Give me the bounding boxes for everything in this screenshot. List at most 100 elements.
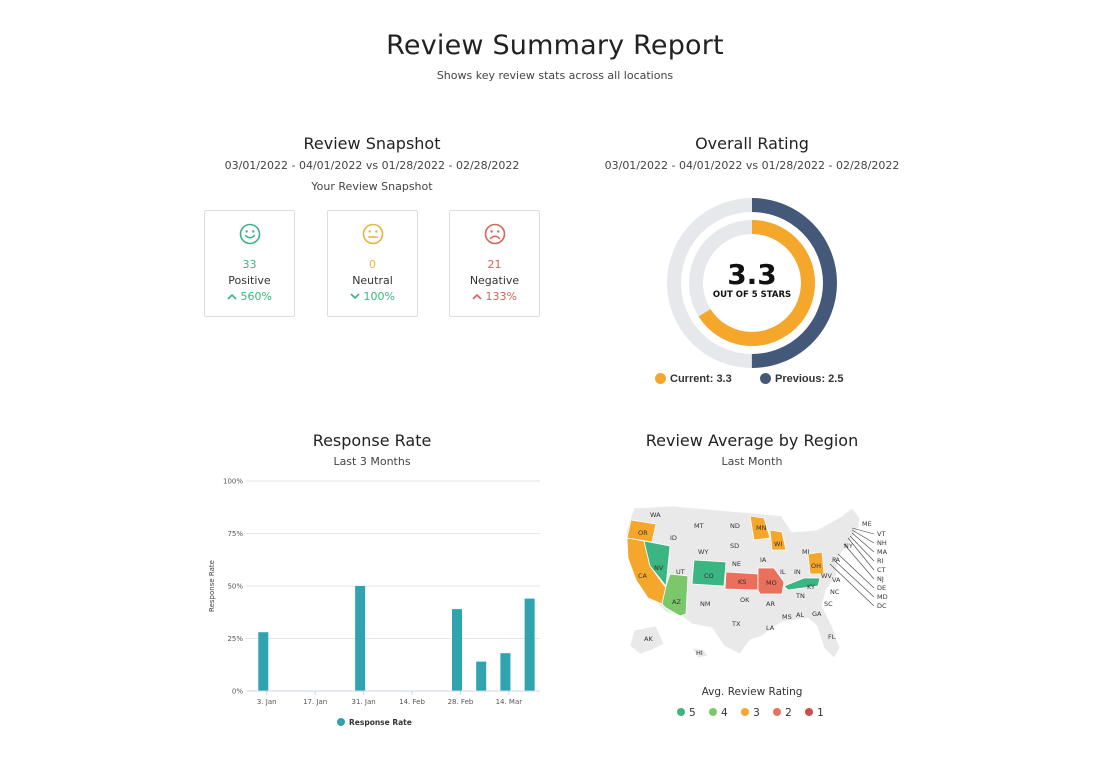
state-mn[interactable] (749, 515, 771, 541)
y-tick-label: 100% (223, 478, 243, 486)
response-rate-bar[interactable] (451, 609, 462, 691)
state-label: FL (828, 633, 836, 641)
rating-2-dot-icon (773, 708, 782, 716)
positive-card: 33 Positive 560% (204, 210, 295, 317)
y-axis-label: Response Rate (208, 560, 216, 612)
page-subtitle: Shows key review stats across all locati… (436, 69, 674, 82)
state-label: OK (740, 596, 750, 604)
rating-donut: 3.3 OUT OF 5 STARS (667, 198, 837, 368)
state-oh[interactable] (807, 551, 825, 575)
legend-previous: Previous: 2.5 (760, 373, 843, 385)
legend-current: Current: 3.3 (655, 373, 732, 385)
state-label: SD (730, 542, 739, 550)
positive-count: 33 (242, 258, 257, 271)
current-dot-icon (655, 373, 666, 384)
response-rate-bar[interactable] (258, 632, 269, 691)
state-ky[interactable] (783, 577, 821, 591)
state-label: MO (766, 579, 777, 587)
state-label: NY (844, 542, 853, 550)
y-tick-label: 25% (227, 635, 243, 643)
state-label: AZ (672, 598, 681, 606)
state-label: MA (877, 548, 888, 556)
state-label: WA (650, 511, 661, 519)
previous-legend-label: Previous: 2.5 (775, 373, 844, 385)
state-az[interactable] (661, 573, 689, 617)
chevron-up-icon (227, 293, 237, 300)
snapshot-date-range: 03/01/2022 - 04/01/2022 vs 01/28/2022 - … (224, 159, 520, 172)
neutral-count: 0 (369, 258, 376, 271)
state-label: ID (670, 534, 677, 542)
chevron-down-icon (350, 293, 360, 300)
state-label: DE (877, 584, 886, 592)
smile-icon (239, 223, 261, 245)
state-label: NJ (877, 575, 884, 583)
state-label: ME (862, 520, 872, 528)
state-label: NE (732, 560, 741, 568)
page-title: Review Summary Report (386, 30, 724, 61)
legend-item-3[interactable]: 3 (741, 707, 760, 719)
state-label: WV (821, 572, 832, 580)
positive-change-value: 560% (240, 290, 272, 303)
response-rate-subtitle: Last 3 Months (333, 455, 411, 468)
response-rate-legend[interactable]: Response Rate (349, 718, 412, 727)
rating-1-dot-icon (805, 708, 814, 716)
state-label: IA (760, 556, 767, 564)
neutral-label: Neutral (352, 274, 393, 287)
previous-rating-arc (667, 198, 837, 368)
response-rate-chart: 0% 25% 50% 75% 100% 3. Jan 17. Jan 31. Jan 14. … (208, 478, 540, 727)
state-label: VT (877, 530, 885, 538)
neutral-change-value: 100% (363, 290, 395, 303)
x-tick-label: 14. Feb (399, 698, 425, 706)
state-label: WY (698, 548, 708, 556)
response-rate-bar[interactable] (524, 598, 535, 691)
region-subtitle: Last Month (721, 455, 783, 468)
legend-item-1[interactable]: 1 (805, 707, 824, 719)
state-label: MD (877, 593, 888, 601)
state-label: AR (766, 600, 775, 608)
negative-card: 21 Negative 133% (449, 210, 540, 317)
state-wi[interactable] (769, 529, 787, 551)
state-label: RI (877, 557, 884, 565)
northeast-callouts (829, 527, 875, 607)
state-label: NV (654, 564, 664, 572)
state-hi[interactable] (691, 647, 709, 659)
state-label: SC (824, 600, 833, 608)
negative-change: 133% (450, 290, 539, 303)
state-label: DC (877, 602, 887, 610)
state-ak[interactable] (629, 625, 665, 655)
negative-change-value: 133% (485, 290, 517, 303)
state-mo[interactable] (757, 567, 785, 595)
legend-item-4[interactable]: 4 (709, 707, 728, 719)
response-rate-bar[interactable] (476, 661, 487, 691)
x-tick-label: 31. Jan (352, 698, 376, 706)
snapshot-subtitle: Your Review Snapshot (311, 180, 433, 193)
current-legend-label: Current: 3.3 (670, 373, 732, 385)
legend-item-5[interactable]: 5 (677, 707, 696, 719)
response-rate-bar[interactable] (355, 586, 366, 691)
response-rate-bar[interactable] (500, 653, 511, 691)
state-co[interactable] (691, 559, 727, 587)
positive-label: Positive (228, 274, 271, 287)
rating-3-dot-icon (741, 708, 750, 716)
state-label: TN (795, 592, 805, 600)
legend-item-2[interactable]: 2 (773, 707, 792, 719)
y-tick-label: 0% (232, 688, 243, 696)
previous-dot-icon (760, 373, 771, 384)
state-label: OR (638, 529, 648, 537)
state-label: CO (704, 572, 714, 580)
state-label: PA (832, 556, 841, 564)
rating-value: 3.3 (727, 258, 777, 291)
state-label: NM (700, 600, 710, 608)
x-tick-label: 28. Feb (448, 698, 474, 706)
chevron-up-icon (472, 293, 482, 300)
state-label: CT (877, 566, 886, 574)
frown-icon (484, 223, 506, 245)
rating-4-dot-icon (709, 708, 718, 716)
negative-label: Negative (469, 274, 520, 287)
rating-caption: OUT OF 5 STARS (713, 290, 791, 300)
state-label: TX (731, 620, 741, 628)
neutral-card: 0 Neutral 100% (327, 210, 418, 317)
state-or[interactable] (626, 519, 657, 543)
positive-change: 560% (205, 290, 294, 303)
state-label: WI (774, 540, 782, 548)
